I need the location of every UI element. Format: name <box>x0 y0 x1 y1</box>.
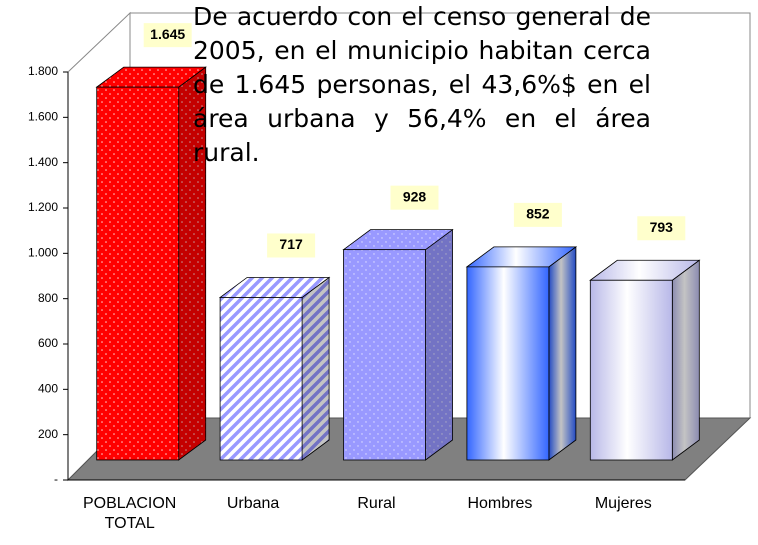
x-tick-label: Mujeres <box>594 495 652 512</box>
bar <box>466 266 550 461</box>
x-tick-label: Urbana <box>226 495 280 512</box>
bar-side <box>671 259 700 461</box>
bar <box>219 297 303 461</box>
y-tick-label: 600 <box>38 336 58 350</box>
bar-side <box>548 246 577 461</box>
bar <box>589 279 673 461</box>
value-label: 852 <box>526 206 550 222</box>
value-label-box <box>637 216 686 241</box>
y-tick-label: 1.000 <box>28 246 58 260</box>
value-label: 928 <box>403 188 427 204</box>
value-label: 1.645 <box>150 26 185 42</box>
bar <box>343 249 426 461</box>
bar-side <box>301 276 330 461</box>
y-tick-label: 1.200 <box>28 200 58 214</box>
y-tick-label: 400 <box>38 382 58 396</box>
value-label-box <box>267 233 316 258</box>
y-tick-label: 800 <box>38 291 58 305</box>
bar <box>96 86 180 461</box>
bar-side <box>425 228 453 461</box>
y-tick-label: 1.400 <box>28 155 58 169</box>
y-tick-label: - <box>54 472 58 486</box>
x-tick-label: Rural <box>357 495 396 512</box>
y-tick-label: 1.600 <box>28 110 58 124</box>
annotation: De acuerdo con el censo general de 2005,… <box>193 2 651 167</box>
y-tick-label: 1.800 <box>28 64 58 78</box>
value-label: 793 <box>650 219 674 235</box>
value-label-box <box>513 202 562 227</box>
x-tick-label: POBLACION TOTAL <box>83 495 177 532</box>
value-label: 717 <box>279 236 303 252</box>
value-label-box <box>143 23 192 48</box>
value-label-box <box>390 185 439 210</box>
x-tick-label: Hombres <box>467 495 533 512</box>
y-tick-label: 200 <box>38 427 58 441</box>
